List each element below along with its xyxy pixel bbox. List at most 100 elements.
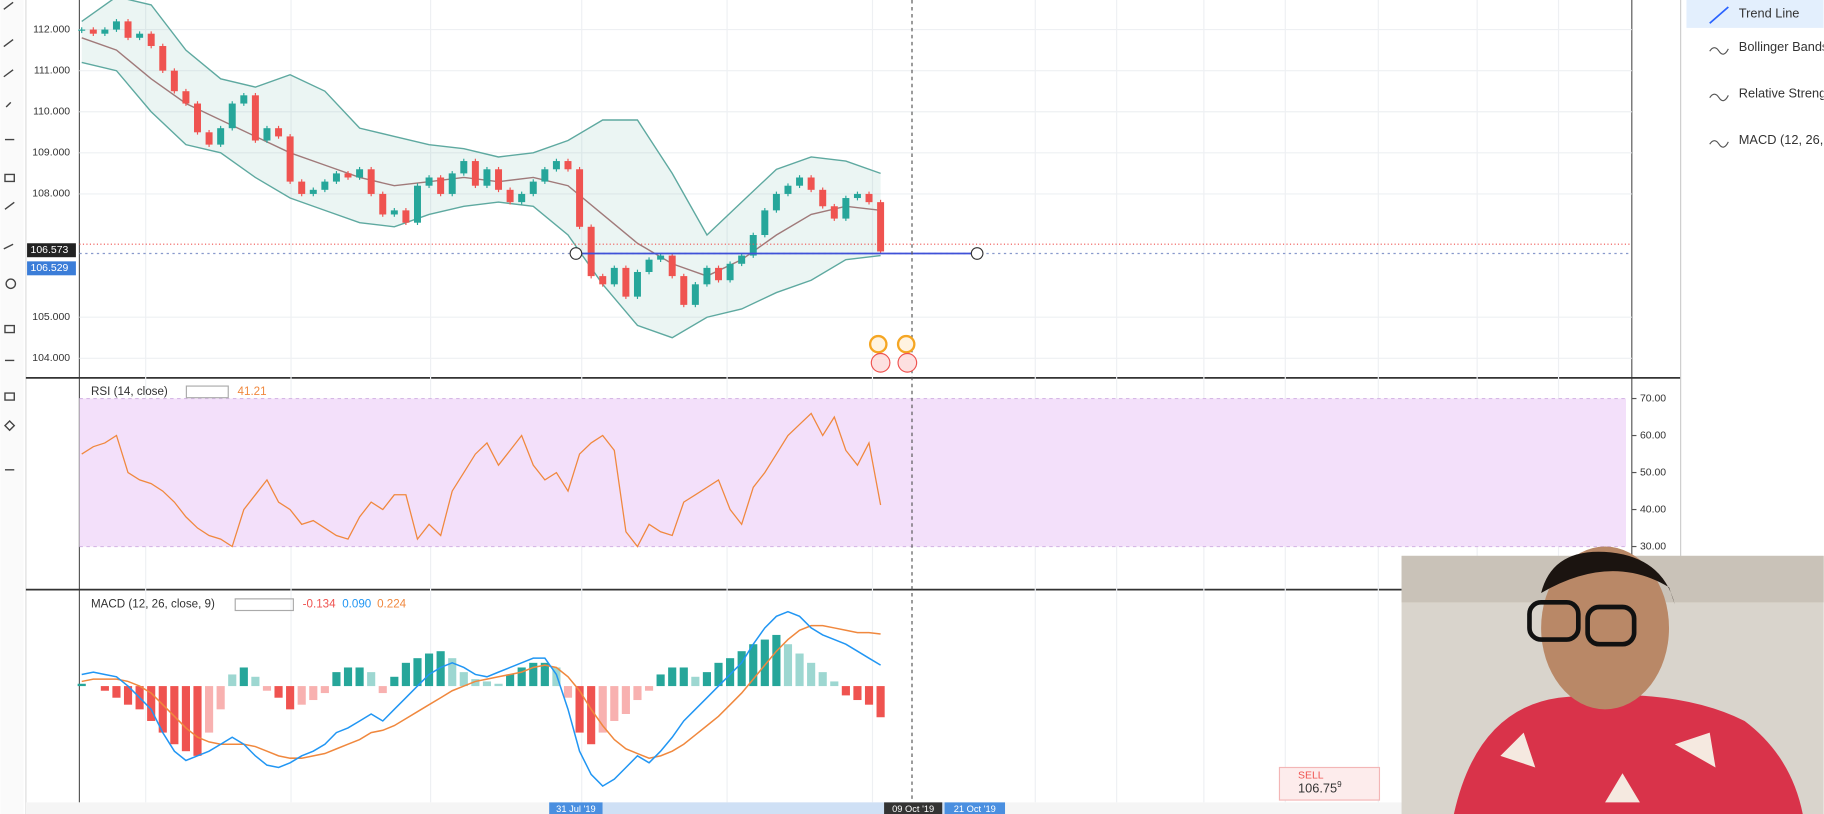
candle — [367, 169, 375, 194]
candle — [344, 173, 352, 178]
date-highlight — [884, 802, 943, 814]
histogram-bar — [297, 686, 306, 705]
date-label: 09 Oct '19 — [892, 804, 934, 814]
histogram-bar — [424, 653, 434, 687]
histogram-bar — [807, 662, 816, 687]
candle — [657, 255, 665, 260]
y-tick-label: 70.00 — [1640, 393, 1666, 404]
histogram-bar — [355, 667, 364, 687]
candle — [877, 202, 885, 252]
date-highlight — [549, 802, 603, 814]
sidebar-item[interactable]: Trend Line — [1739, 5, 1800, 20]
candle — [124, 21, 132, 38]
candle — [240, 95, 248, 104]
histogram-bar — [726, 658, 735, 687]
histogram-bar — [633, 686, 642, 701]
histogram-bar — [471, 679, 480, 687]
histogram-bar — [818, 672, 827, 687]
histogram-bar — [378, 686, 387, 694]
histogram-bar — [390, 676, 399, 687]
candle — [448, 173, 456, 194]
chart-layer: 104.000 105.000 108.000 109.000 110.000 111.0… — [27, 0, 1666, 788]
candle — [645, 259, 653, 272]
price-label: 106.573 — [31, 245, 69, 256]
histogram-bar — [760, 639, 769, 687]
date-label: 31 Jul '19 — [556, 804, 596, 814]
candle — [217, 128, 225, 145]
histogram-bar — [783, 644, 793, 687]
date-highlight — [944, 802, 1006, 814]
y-tick-label: 109.000 — [32, 148, 70, 159]
y-tick-label: 111.000 — [34, 65, 70, 76]
candle — [332, 173, 340, 182]
candle — [263, 128, 271, 141]
sell-button[interactable] — [1278, 766, 1381, 801]
sidebar-item[interactable]: Relative Streng — [1739, 86, 1824, 101]
candle — [691, 284, 699, 305]
price-label-bg — [27, 243, 76, 258]
y-tick-label: 50.00 — [1640, 467, 1666, 478]
histogram-bar — [795, 653, 804, 687]
candle — [425, 177, 433, 186]
histogram-bar — [170, 686, 179, 745]
candle — [633, 271, 641, 297]
band-lower — [81, 61, 881, 339]
sell-price-main: 106.75 — [1298, 781, 1337, 796]
histogram-bar — [587, 686, 596, 745]
candle — [205, 132, 213, 145]
candle — [552, 161, 560, 170]
histogram-bar — [841, 686, 850, 696]
histogram-bar — [112, 686, 121, 698]
webcam-overlay — [1401, 546, 1824, 814]
candle — [390, 210, 398, 215]
histogram-bar — [343, 667, 353, 687]
macd-legend-value: 0.224 — [377, 598, 407, 611]
histogram-bar — [216, 686, 225, 710]
legend-buttons[interactable] — [234, 598, 294, 612]
histogram-bar — [413, 658, 422, 687]
candle — [853, 193, 861, 199]
histogram-bar — [772, 634, 781, 687]
trend-handle — [569, 247, 583, 260]
y-tick-label: 108.000 — [32, 189, 70, 200]
y-tick-label: 30.00 — [1640, 541, 1666, 552]
histogram-bar — [679, 667, 688, 687]
toolbar-icons — [3, 1, 17, 471]
left-toolbar[interactable] — [0, 0, 24, 814]
candle — [576, 169, 584, 227]
histogram-bar — [529, 662, 538, 687]
histogram-bar — [205, 686, 214, 733]
candle — [518, 193, 526, 203]
sell-price-fraction: 9 — [1337, 780, 1342, 789]
legend-buttons[interactable] — [185, 385, 229, 399]
candle — [726, 263, 734, 281]
candle — [830, 206, 838, 219]
candle — [761, 210, 769, 236]
candle — [471, 161, 479, 186]
histogram-bar — [876, 686, 885, 718]
histogram-bar — [147, 686, 156, 721]
histogram-bar — [668, 667, 677, 687]
macd-line — [81, 610, 881, 788]
rsi-title: RSI (14, close) — [91, 385, 168, 398]
histogram-bar — [274, 686, 283, 698]
sell-price: 106.759 — [1298, 780, 1342, 796]
candle — [78, 29, 86, 31]
histogram-bar — [100, 686, 109, 691]
candle — [587, 226, 595, 277]
sidebar-item[interactable]: MACD (12, 26, — [1739, 132, 1824, 147]
candle — [668, 255, 676, 277]
candle — [101, 29, 109, 34]
candle — [286, 136, 294, 182]
sidebar-item[interactable]: Bollinger Bands — [1739, 39, 1824, 54]
histogram-bar — [656, 674, 665, 687]
histogram-bar — [367, 672, 376, 687]
sidebar-selected[interactable] — [1686, 0, 1824, 28]
histogram-bar — [830, 681, 839, 687]
sell-label: SELL — [1298, 770, 1324, 781]
candle — [309, 189, 317, 194]
candle — [228, 103, 236, 129]
y-tick-label: 104.000 — [32, 353, 70, 364]
